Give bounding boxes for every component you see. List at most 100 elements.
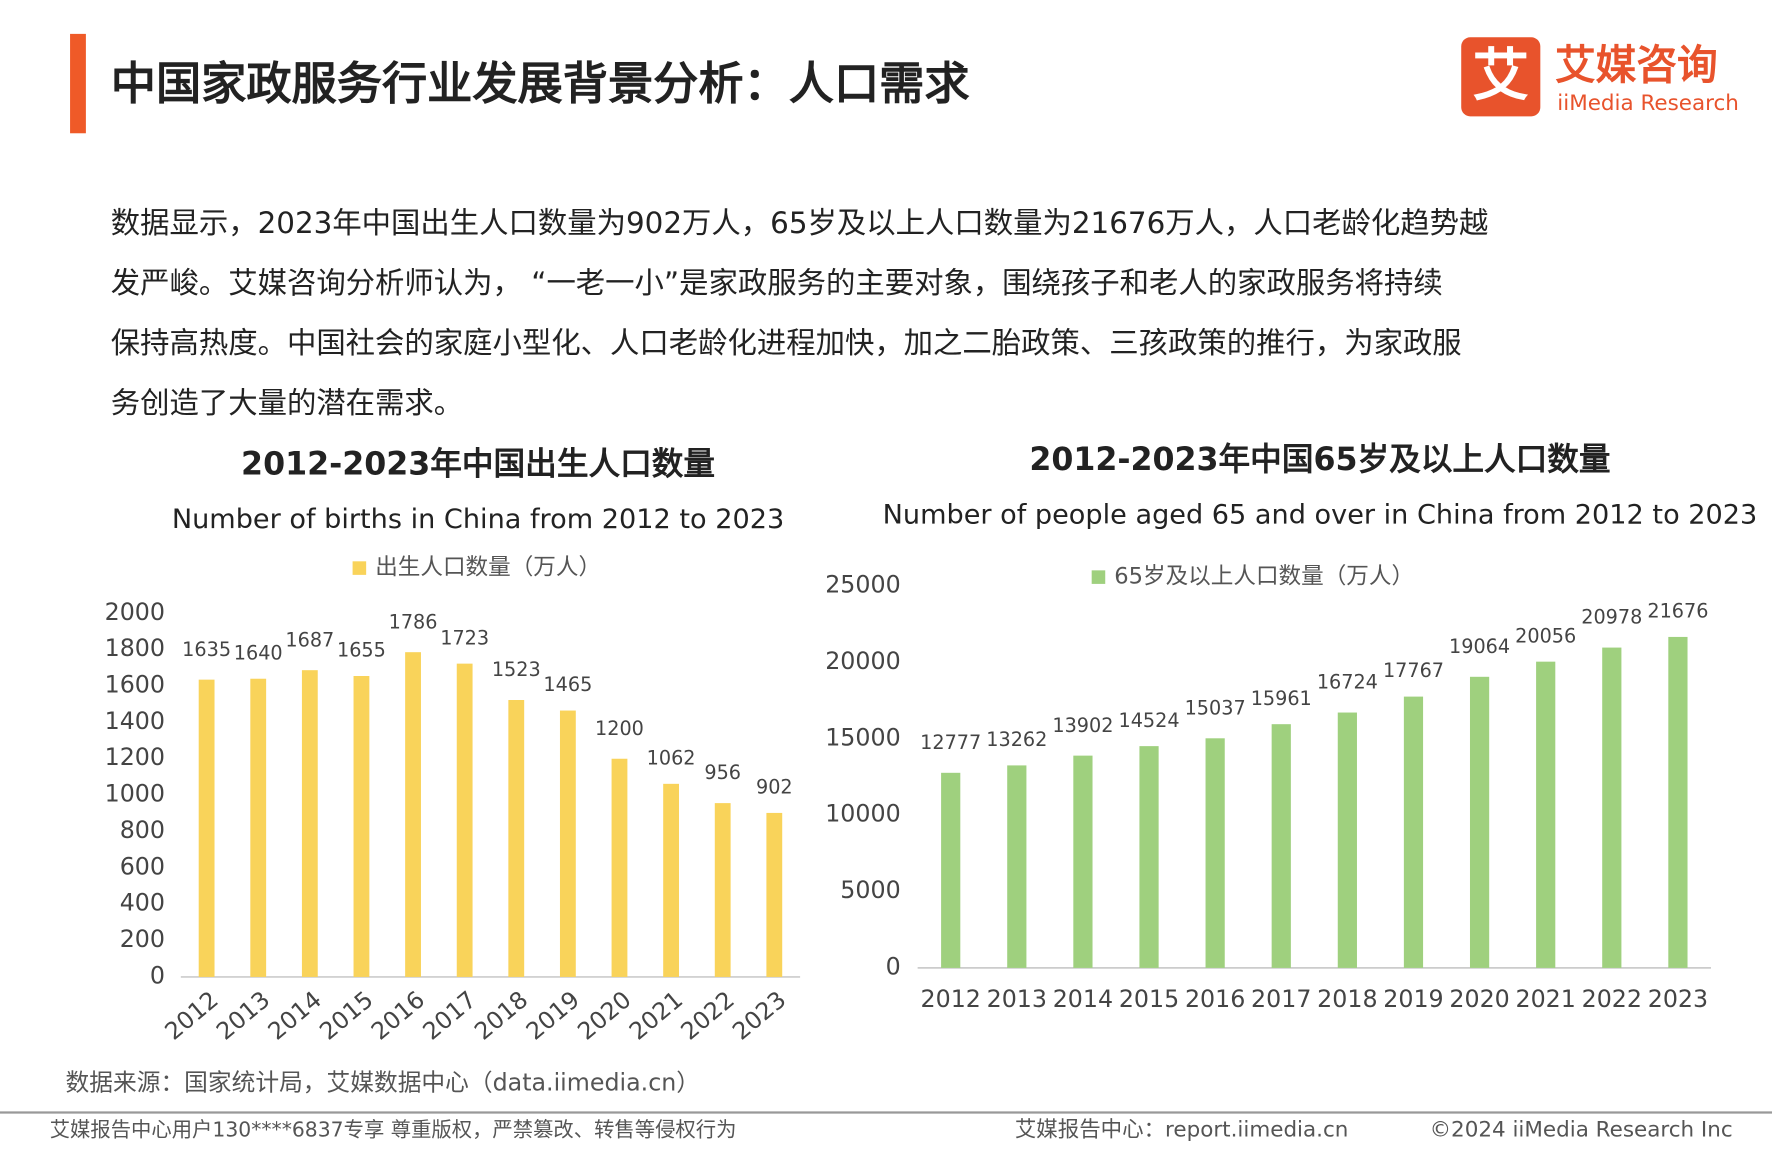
data-label: 1786	[389, 610, 438, 633]
body-line: 数据显示，2023年中国出生人口数量为902万人，65岁及以上人口数量为2167…	[111, 206, 1489, 240]
data-label: 12777	[920, 731, 981, 754]
x-tick-label: 2016	[1185, 985, 1245, 1013]
data-label: 1723	[440, 626, 489, 649]
y-tick-label: 0	[150, 961, 165, 989]
x-tick-label: 2013	[211, 985, 275, 1045]
x-tick-label: 2013	[987, 985, 1047, 1013]
x-tick-label: 2017	[417, 985, 481, 1045]
source: 数据来源：国家统计局，艾媒数据中心（data.iimedia.cn）	[66, 1069, 700, 1097]
y-tick-label: 2000	[105, 598, 165, 626]
bar	[611, 758, 628, 977]
bar	[1205, 738, 1225, 968]
logo-icon: 艾	[1473, 44, 1529, 109]
x-tick-label: 2018	[469, 985, 533, 1045]
legend-label: 65岁及以上人口数量（万人）	[1114, 564, 1414, 590]
logo-name: 艾媒咨询	[1555, 41, 1718, 89]
x-tick-label: 2021	[1516, 985, 1576, 1013]
bar	[1536, 661, 1556, 968]
data-label: 1465	[543, 673, 592, 696]
data-label: 19064	[1449, 635, 1510, 658]
data-label: 1687	[285, 628, 334, 651]
bar	[766, 812, 783, 977]
y-tick-label: 25000	[825, 571, 900, 599]
x-tick-label: 2022	[1582, 985, 1642, 1013]
x-tick-label: 2021	[624, 985, 688, 1045]
x-tick-label: 2012	[159, 985, 223, 1045]
x-tick-label: 2023	[1648, 985, 1708, 1013]
data-label: 15037	[1185, 696, 1246, 719]
data-label: 1523	[492, 658, 541, 681]
x-tick-label: 2012	[921, 985, 981, 1013]
x-tick-label: 2018	[1317, 985, 1377, 1013]
bar	[250, 678, 267, 977]
data-label: 15961	[1251, 687, 1312, 710]
data-label: 956	[704, 761, 741, 784]
x-tick-label: 2016	[366, 985, 430, 1045]
y-tick-label: 200	[120, 925, 165, 953]
x-tick-label: 2019	[521, 985, 585, 1045]
bar	[405, 652, 421, 977]
data-label: 1635	[182, 638, 231, 661]
y-tick-label: 1000	[105, 780, 165, 808]
x-tick-label: 2015	[1119, 985, 1179, 1013]
y-tick-label: 800	[120, 816, 165, 844]
legend-swatch	[1091, 570, 1106, 584]
data-label: 1640	[234, 641, 283, 664]
logo-en: iiMedia Research	[1557, 91, 1739, 116]
chart-title: 2012-2023年中国出生人口数量	[241, 446, 715, 482]
bar	[714, 803, 731, 977]
data-label: 16724	[1317, 671, 1378, 694]
y-tick-label: 1200	[105, 743, 165, 771]
y-tick-label: 1600	[105, 671, 165, 699]
chart-subtitle: Number of people aged 65 and over in Chi…	[883, 500, 1758, 531]
data-label: 1655	[337, 639, 386, 662]
footer-left: 艾媒报告中心用户130****6837专享 尊重版权，严禁篡改、转售等侵权行为	[50, 1118, 737, 1142]
bar	[1073, 755, 1093, 968]
y-tick-label: 600	[120, 852, 165, 880]
body-line: 发严峻。艾媒咨询分析师认为， “一老一小”是家政服务的主要对象，围绕孩子和老人的…	[111, 266, 1443, 300]
chart-subtitle: Number of births in China from 2012 to 2…	[172, 504, 784, 535]
title-accent	[70, 33, 86, 134]
bar	[559, 710, 576, 977]
bar	[1602, 647, 1622, 968]
x-tick-label: 2020	[572, 985, 636, 1045]
data-label: 13902	[1052, 714, 1113, 737]
data-label: 1200	[595, 717, 644, 740]
x-tick-label: 2019	[1383, 985, 1443, 1013]
data-label: 1062	[647, 746, 696, 769]
page-title: 中国家政服务行业发展背景分析：人口需求	[111, 57, 971, 110]
x-tick-label: 2023	[727, 985, 791, 1045]
x-tick-label: 2020	[1449, 985, 1509, 1013]
body-line: 保持高热度。中国社会的家庭小型化、人口老龄化进程加快，加之二胎政策、三孩政策的推…	[111, 326, 1462, 360]
bar	[1007, 765, 1027, 968]
y-tick-label: 1400	[105, 707, 165, 735]
data-label: 17767	[1383, 659, 1444, 682]
data-label: 20056	[1515, 624, 1576, 647]
bar	[353, 676, 370, 977]
x-tick-label: 2014	[1053, 985, 1113, 1013]
y-tick-label: 10000	[825, 800, 900, 828]
bar	[1469, 676, 1490, 968]
bar	[1668, 636, 1688, 968]
x-tick-label: 2015	[314, 985, 378, 1045]
x-tick-label: 2022	[676, 985, 740, 1045]
y-tick-label: 5000	[840, 876, 900, 904]
data-label: 902	[756, 776, 793, 799]
footer-copyright: ©2024 iiMedia Research Inc	[1430, 1118, 1733, 1143]
bar	[508, 700, 525, 977]
y-tick-label: 0	[886, 952, 901, 980]
bar	[1403, 696, 1424, 968]
data-label: 20978	[1581, 606, 1642, 629]
bar	[456, 663, 473, 977]
chart-title: 2012-2023年中国65岁及以上人口数量	[1029, 442, 1610, 478]
data-label: 21676	[1647, 600, 1708, 623]
bar	[663, 783, 680, 977]
y-tick-label: 20000	[825, 647, 900, 675]
legend-swatch	[352, 561, 367, 575]
bar	[1337, 712, 1357, 968]
bar	[301, 670, 318, 977]
bar	[1271, 724, 1291, 968]
bar	[941, 772, 961, 968]
y-tick-label: 1800	[105, 634, 165, 662]
